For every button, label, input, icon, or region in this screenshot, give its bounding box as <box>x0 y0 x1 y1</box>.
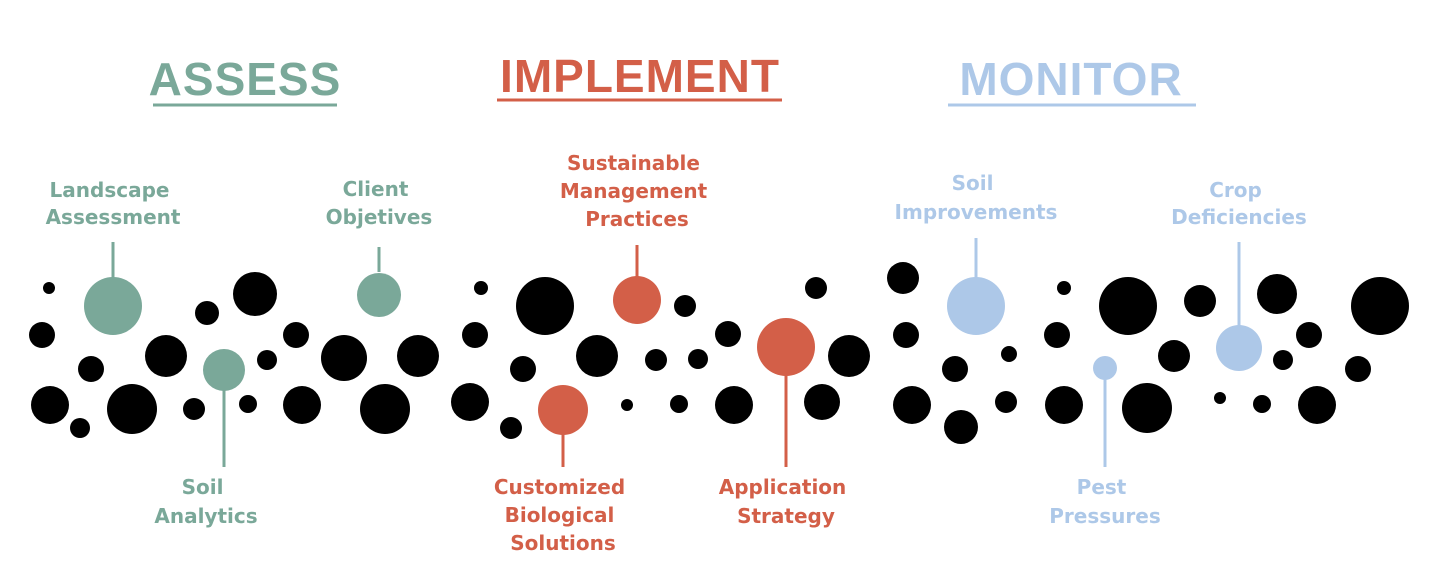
soil-improvements-node <box>947 277 1005 335</box>
dot <box>674 295 696 317</box>
dot <box>107 384 157 434</box>
sustainable-node <box>613 276 661 324</box>
dot <box>1273 350 1293 370</box>
dot <box>688 349 708 369</box>
dot <box>516 277 574 335</box>
monitor-title: MONITOR <box>959 53 1182 105</box>
dot <box>1253 395 1271 413</box>
dot <box>43 282 55 294</box>
callout-customized-solutions: Customized Biological Solutions <box>494 385 632 555</box>
dot <box>944 410 978 444</box>
dot <box>1296 322 1322 348</box>
dot <box>31 386 69 424</box>
callout-soil-improvements: Soil Improvements <box>895 171 1058 335</box>
dot <box>283 386 321 424</box>
implement-heading: IMPLEMENT <box>497 50 782 102</box>
soil-analytics-node <box>203 349 245 391</box>
dot <box>1298 386 1336 424</box>
callout-client-objetives: Client Objetives <box>326 177 433 317</box>
monitor-heading: MONITOR <box>948 53 1196 107</box>
dot <box>670 395 688 413</box>
dot <box>257 350 277 370</box>
dot <box>1345 356 1371 382</box>
dot <box>78 356 104 382</box>
dot <box>621 399 633 411</box>
dot <box>474 281 488 295</box>
dot <box>321 335 367 381</box>
dot <box>1044 322 1070 348</box>
callout-pest-pressures: Pest Pressures <box>1049 356 1161 528</box>
dot <box>239 395 257 413</box>
dot <box>995 391 1017 413</box>
pest-node <box>1093 356 1117 380</box>
assess-heading: ASSESS <box>149 53 342 107</box>
pest-label: Pest Pressures <box>1049 475 1160 528</box>
landscape-node <box>84 277 142 335</box>
application-node <box>757 318 815 376</box>
callout-landscape-assessment: Landscape Assessment <box>46 178 181 335</box>
customized-label: Customized Biological Solutions <box>494 475 632 555</box>
dot <box>1099 277 1157 335</box>
dot <box>805 277 827 299</box>
dot <box>893 322 919 348</box>
dot <box>893 386 931 424</box>
customized-node <box>538 385 588 435</box>
dot <box>645 349 667 371</box>
dot <box>887 262 919 294</box>
dot-field <box>29 262 1409 444</box>
dot <box>233 272 277 316</box>
dot <box>828 335 870 377</box>
dot <box>145 335 187 377</box>
dot <box>715 321 741 347</box>
dot <box>397 335 439 377</box>
dot <box>1158 340 1190 372</box>
dot <box>1122 383 1172 433</box>
callout-application-strategy: Application Strategy <box>719 318 854 528</box>
dot <box>451 383 489 421</box>
dot <box>1184 285 1216 317</box>
soil-analytics-label: Soil Analytics <box>154 475 257 528</box>
dot <box>500 417 522 439</box>
dot <box>70 418 90 438</box>
dot <box>360 384 410 434</box>
dot <box>715 386 753 424</box>
dot <box>1001 346 1017 362</box>
dot <box>462 322 488 348</box>
callout-crop-deficiencies: Crop Deficiencies <box>1171 178 1307 371</box>
callout-sustainable-management: Sustainable Management Practices <box>560 151 714 324</box>
implement-title: IMPLEMENT <box>500 50 780 102</box>
dot <box>576 335 618 377</box>
dot <box>1057 281 1071 295</box>
crop-label: Crop Deficiencies <box>1171 178 1307 229</box>
callout-soil-analytics: Soil Analytics <box>154 349 258 528</box>
dot <box>1257 274 1297 314</box>
dot <box>283 322 309 348</box>
crop-node <box>1216 325 1262 371</box>
assess-title: ASSESS <box>149 53 342 105</box>
dot <box>29 322 55 348</box>
dot <box>1045 386 1083 424</box>
landscape-label: Landscape Assessment <box>46 178 181 229</box>
dot <box>183 398 205 420</box>
dot <box>195 301 219 325</box>
dot <box>1351 277 1409 335</box>
application-label: Application Strategy <box>719 475 854 528</box>
dot <box>804 384 840 420</box>
dot <box>1214 392 1226 404</box>
sustainable-label: Sustainable Management Practices <box>560 151 714 231</box>
dot <box>510 356 536 382</box>
soil-improvements-label: Soil Improvements <box>895 171 1058 224</box>
client-node <box>357 273 401 317</box>
dot <box>942 356 968 382</box>
client-label: Client Objetives <box>326 177 433 229</box>
